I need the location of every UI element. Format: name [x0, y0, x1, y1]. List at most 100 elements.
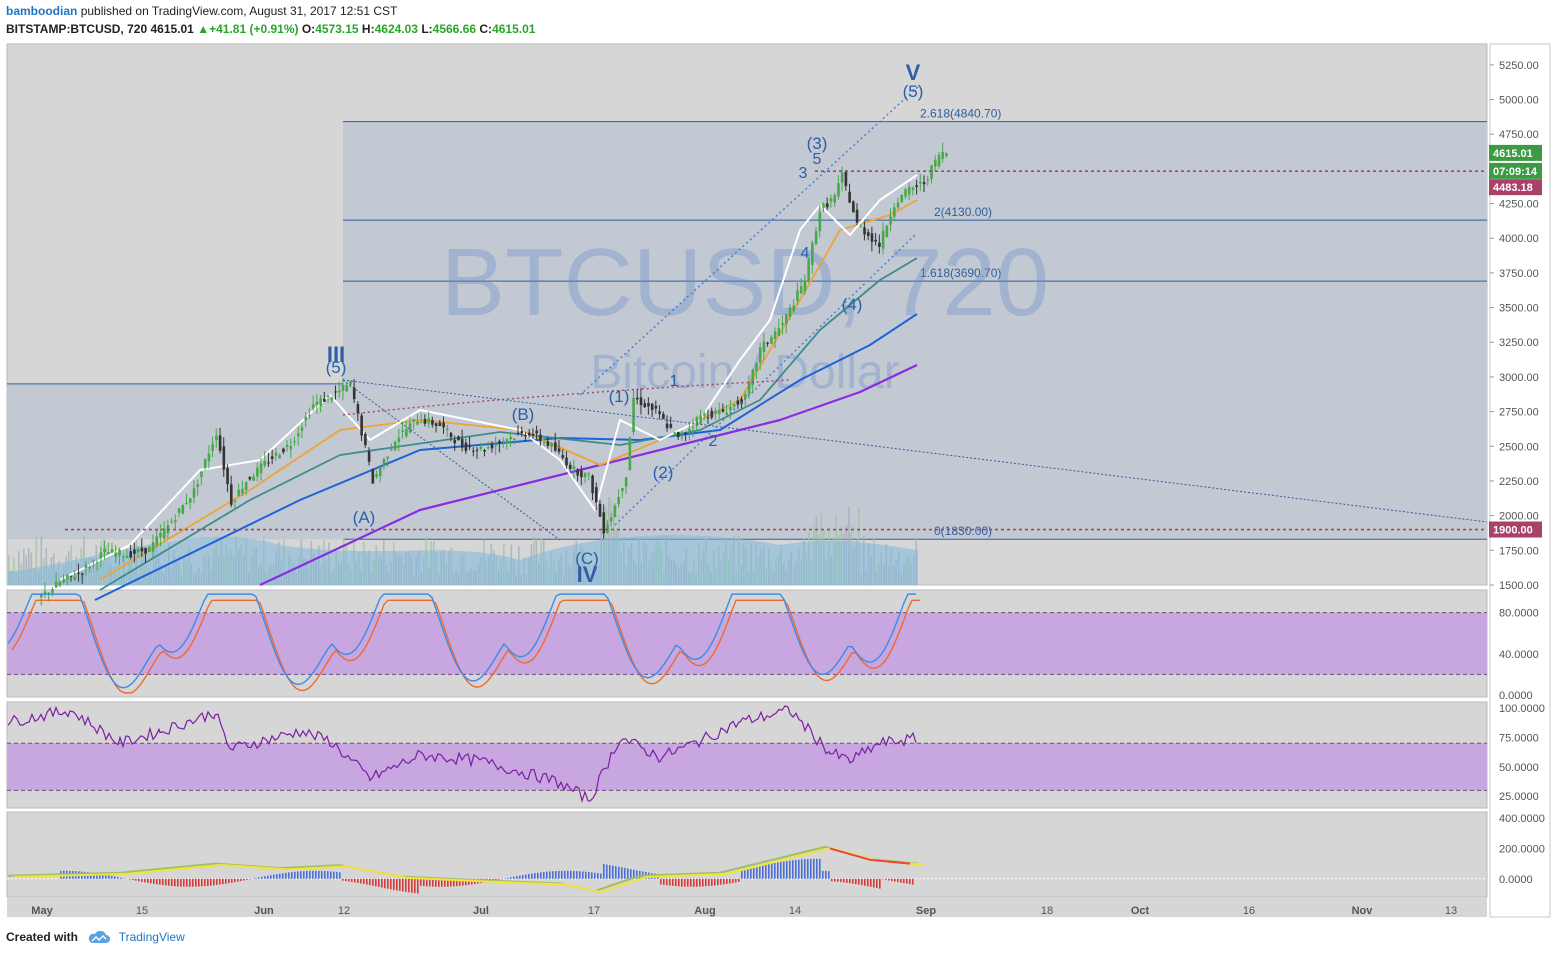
macd-hist-bar: [354, 878, 356, 883]
macd-hist-bar: [897, 878, 899, 883]
ohlc-info: BITSTAMP:BTCUSD, 720 4615.01 ▲+41.81 (+0…: [6, 22, 535, 36]
candle-body: [930, 165, 933, 179]
candle-body: [367, 451, 371, 462]
candle-body: [300, 427, 304, 431]
candle-body: [181, 505, 185, 514]
candle-body: [99, 552, 103, 559]
macd-hist-bar: [564, 870, 566, 879]
macd-hist-bar: [306, 870, 308, 879]
candle-body: [140, 547, 144, 552]
macd-hist-bar: [723, 878, 725, 885]
candle-body: [121, 556, 125, 558]
candle-body: [189, 498, 192, 503]
candle-body: [829, 198, 833, 202]
x-tick-label: Oct: [1131, 905, 1150, 917]
candle-body: [427, 418, 430, 424]
macd-hist-bar: [876, 878, 878, 889]
macd-hist-bar: [267, 875, 269, 879]
macd-hist-bar: [222, 878, 224, 885]
candle-body: [814, 231, 818, 244]
candle-body: [88, 566, 92, 569]
published-text: published on TradingView.com, August 31,…: [80, 4, 398, 18]
candle-body: [360, 415, 363, 436]
macd-hist-bar: [450, 878, 452, 887]
candle-body: [844, 171, 848, 187]
macd-hist-bar: [717, 878, 719, 886]
macd-hist-bar: [750, 867, 752, 879]
macd-hist-bar: [741, 869, 743, 879]
ma-100-line: [94, 313, 918, 601]
candle-body: [617, 497, 620, 505]
y-tick-label: 2750.00: [1499, 407, 1539, 419]
high-value: 4624.03: [374, 22, 418, 36]
macd-hist-bar: [105, 874, 107, 879]
macd-hist-bar: [111, 875, 113, 879]
candle-body: [595, 487, 598, 503]
candle-body: [118, 549, 121, 556]
watermark-symbol: BTCUSD, 720: [441, 229, 1049, 336]
candle-body: [650, 403, 654, 411]
candle-body: [881, 230, 885, 249]
macd-hist-bar: [285, 872, 287, 879]
macd-hist-bar: [777, 862, 779, 879]
candle-body: [356, 404, 360, 414]
macd-hist-bar: [606, 864, 608, 879]
price-tag-label: 4615.01: [1493, 148, 1533, 160]
candle-body: [352, 387, 356, 400]
candle-body: [889, 216, 892, 225]
candle-body: [378, 467, 382, 477]
candle-body: [636, 397, 639, 400]
candle-body: [896, 202, 900, 208]
macd-hist-bar: [870, 878, 872, 887]
candle-body: [457, 436, 460, 441]
candle-body: [550, 443, 553, 447]
macd-hist-bar: [297, 871, 299, 879]
candle-body: [840, 172, 844, 183]
macd-hist-bar: [261, 876, 263, 879]
macd-hist-bar: [273, 874, 275, 879]
macd-hist-bar: [408, 878, 410, 893]
fib-label-0: 2.618(4840.70): [920, 107, 1001, 121]
macd-hist-bar: [507, 877, 509, 879]
candle-body: [516, 432, 520, 434]
macd-hist-bar: [783, 861, 785, 879]
candle-body: [822, 203, 825, 208]
volume-bar: [28, 548, 30, 585]
macd-hist-bar: [906, 878, 908, 884]
macd-hist-bar: [582, 871, 584, 879]
author-link[interactable]: bamboodian: [6, 4, 78, 18]
channel-upper: [579, 84, 921, 396]
macd-hist-bar: [393, 878, 395, 890]
macd-hist-bar: [276, 874, 278, 879]
macd-hist-bar: [549, 871, 551, 879]
candle-body: [699, 415, 702, 424]
macd-hist-bar: [324, 871, 326, 879]
macd-hist-bar: [318, 870, 320, 879]
wave-label: (A): [353, 508, 376, 527]
candle-body: [792, 305, 796, 311]
macd-hist-bar: [198, 878, 200, 887]
candle-body: [505, 439, 509, 444]
x-tick-label: 14: [789, 905, 801, 917]
macd-hist-bar: [729, 878, 731, 884]
tradingview-link[interactable]: TradingView: [118, 930, 185, 944]
stoch-d-line: [11, 599, 920, 694]
price-tag-label: 4483.18: [1493, 182, 1533, 194]
candle-body: [475, 449, 479, 451]
macd-hist-bar: [570, 870, 572, 879]
y-tick-label: 5000.00: [1499, 94, 1539, 106]
wave-label: 2: [709, 433, 718, 450]
macd-hist-bar: [567, 870, 569, 879]
macd-hist-bar: [909, 878, 911, 885]
candle-body: [866, 232, 870, 236]
macd-hist-bar: [705, 878, 707, 887]
macd-hist-bar: [93, 872, 95, 879]
macd-hist-bar: [456, 878, 458, 887]
macd-hist-bar: [390, 878, 392, 890]
candle-body: [129, 551, 132, 558]
macd-hist-bar: [255, 878, 257, 879]
macd-hist-bar: [813, 858, 815, 879]
price-tag-bg: [1489, 162, 1542, 179]
candle-body: [546, 441, 550, 446]
